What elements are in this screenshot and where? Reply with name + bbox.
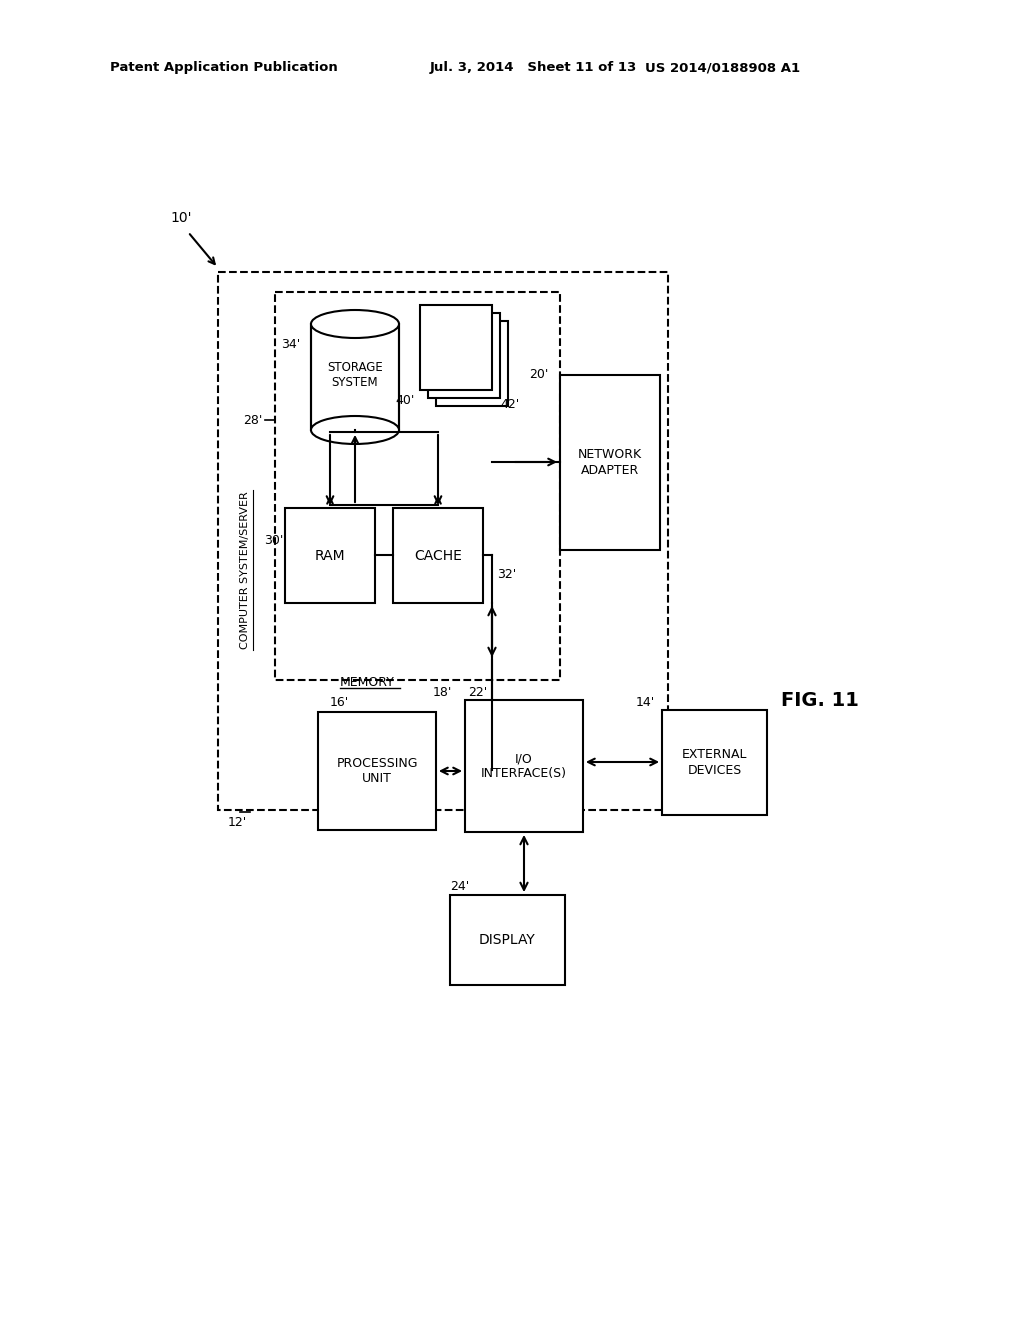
Text: FIG. 11: FIG. 11 (781, 690, 859, 710)
Text: 28': 28' (244, 413, 263, 426)
Text: Jul. 3, 2014   Sheet 11 of 13: Jul. 3, 2014 Sheet 11 of 13 (430, 62, 637, 74)
Text: DISPLAY: DISPLAY (479, 933, 536, 946)
Bar (428, 313, 500, 399)
Text: US 2014/0188908 A1: US 2014/0188908 A1 (645, 62, 800, 74)
Text: 22': 22' (468, 686, 487, 700)
Text: 40': 40' (395, 393, 415, 407)
Text: MEMORY: MEMORY (340, 676, 395, 689)
Ellipse shape (311, 310, 399, 338)
Text: 10': 10' (170, 211, 191, 224)
Text: 24': 24' (450, 880, 469, 894)
Ellipse shape (311, 416, 399, 444)
Text: 30': 30' (263, 533, 283, 546)
Bar (436, 321, 508, 407)
Text: NETWORK
ADAPTER: NETWORK ADAPTER (578, 449, 642, 477)
Bar (275, 292, 560, 680)
Bar (420, 305, 492, 389)
Text: RAM: RAM (314, 549, 345, 562)
Text: 34': 34' (281, 338, 300, 351)
Text: 14': 14' (636, 697, 655, 710)
Bar (393, 508, 483, 603)
Bar (662, 710, 767, 814)
Text: Patent Application Publication: Patent Application Publication (110, 62, 338, 74)
Text: PROCESSING
UNIT: PROCESSING UNIT (336, 756, 418, 785)
Bar (465, 700, 583, 832)
Bar (450, 895, 565, 985)
Text: 42': 42' (500, 399, 519, 412)
Text: EXTERNAL
DEVICES: EXTERNAL DEVICES (682, 748, 748, 776)
Text: COMPUTER SYSTEM/SERVER: COMPUTER SYSTEM/SERVER (240, 491, 250, 649)
Text: 20': 20' (528, 368, 548, 381)
Text: 12': 12' (228, 816, 247, 829)
Bar (218, 272, 668, 810)
Bar (285, 508, 375, 603)
Bar (560, 375, 660, 550)
Text: 18': 18' (432, 686, 452, 700)
Text: STORAGE
SYSTEM: STORAGE SYSTEM (327, 360, 383, 389)
Text: 32': 32' (497, 569, 516, 582)
Bar (318, 711, 436, 830)
Text: CACHE: CACHE (414, 549, 462, 562)
Text: I/O
INTERFACE(S): I/O INTERFACE(S) (481, 752, 567, 780)
Bar (311, 323, 399, 430)
Text: 16': 16' (330, 697, 349, 710)
